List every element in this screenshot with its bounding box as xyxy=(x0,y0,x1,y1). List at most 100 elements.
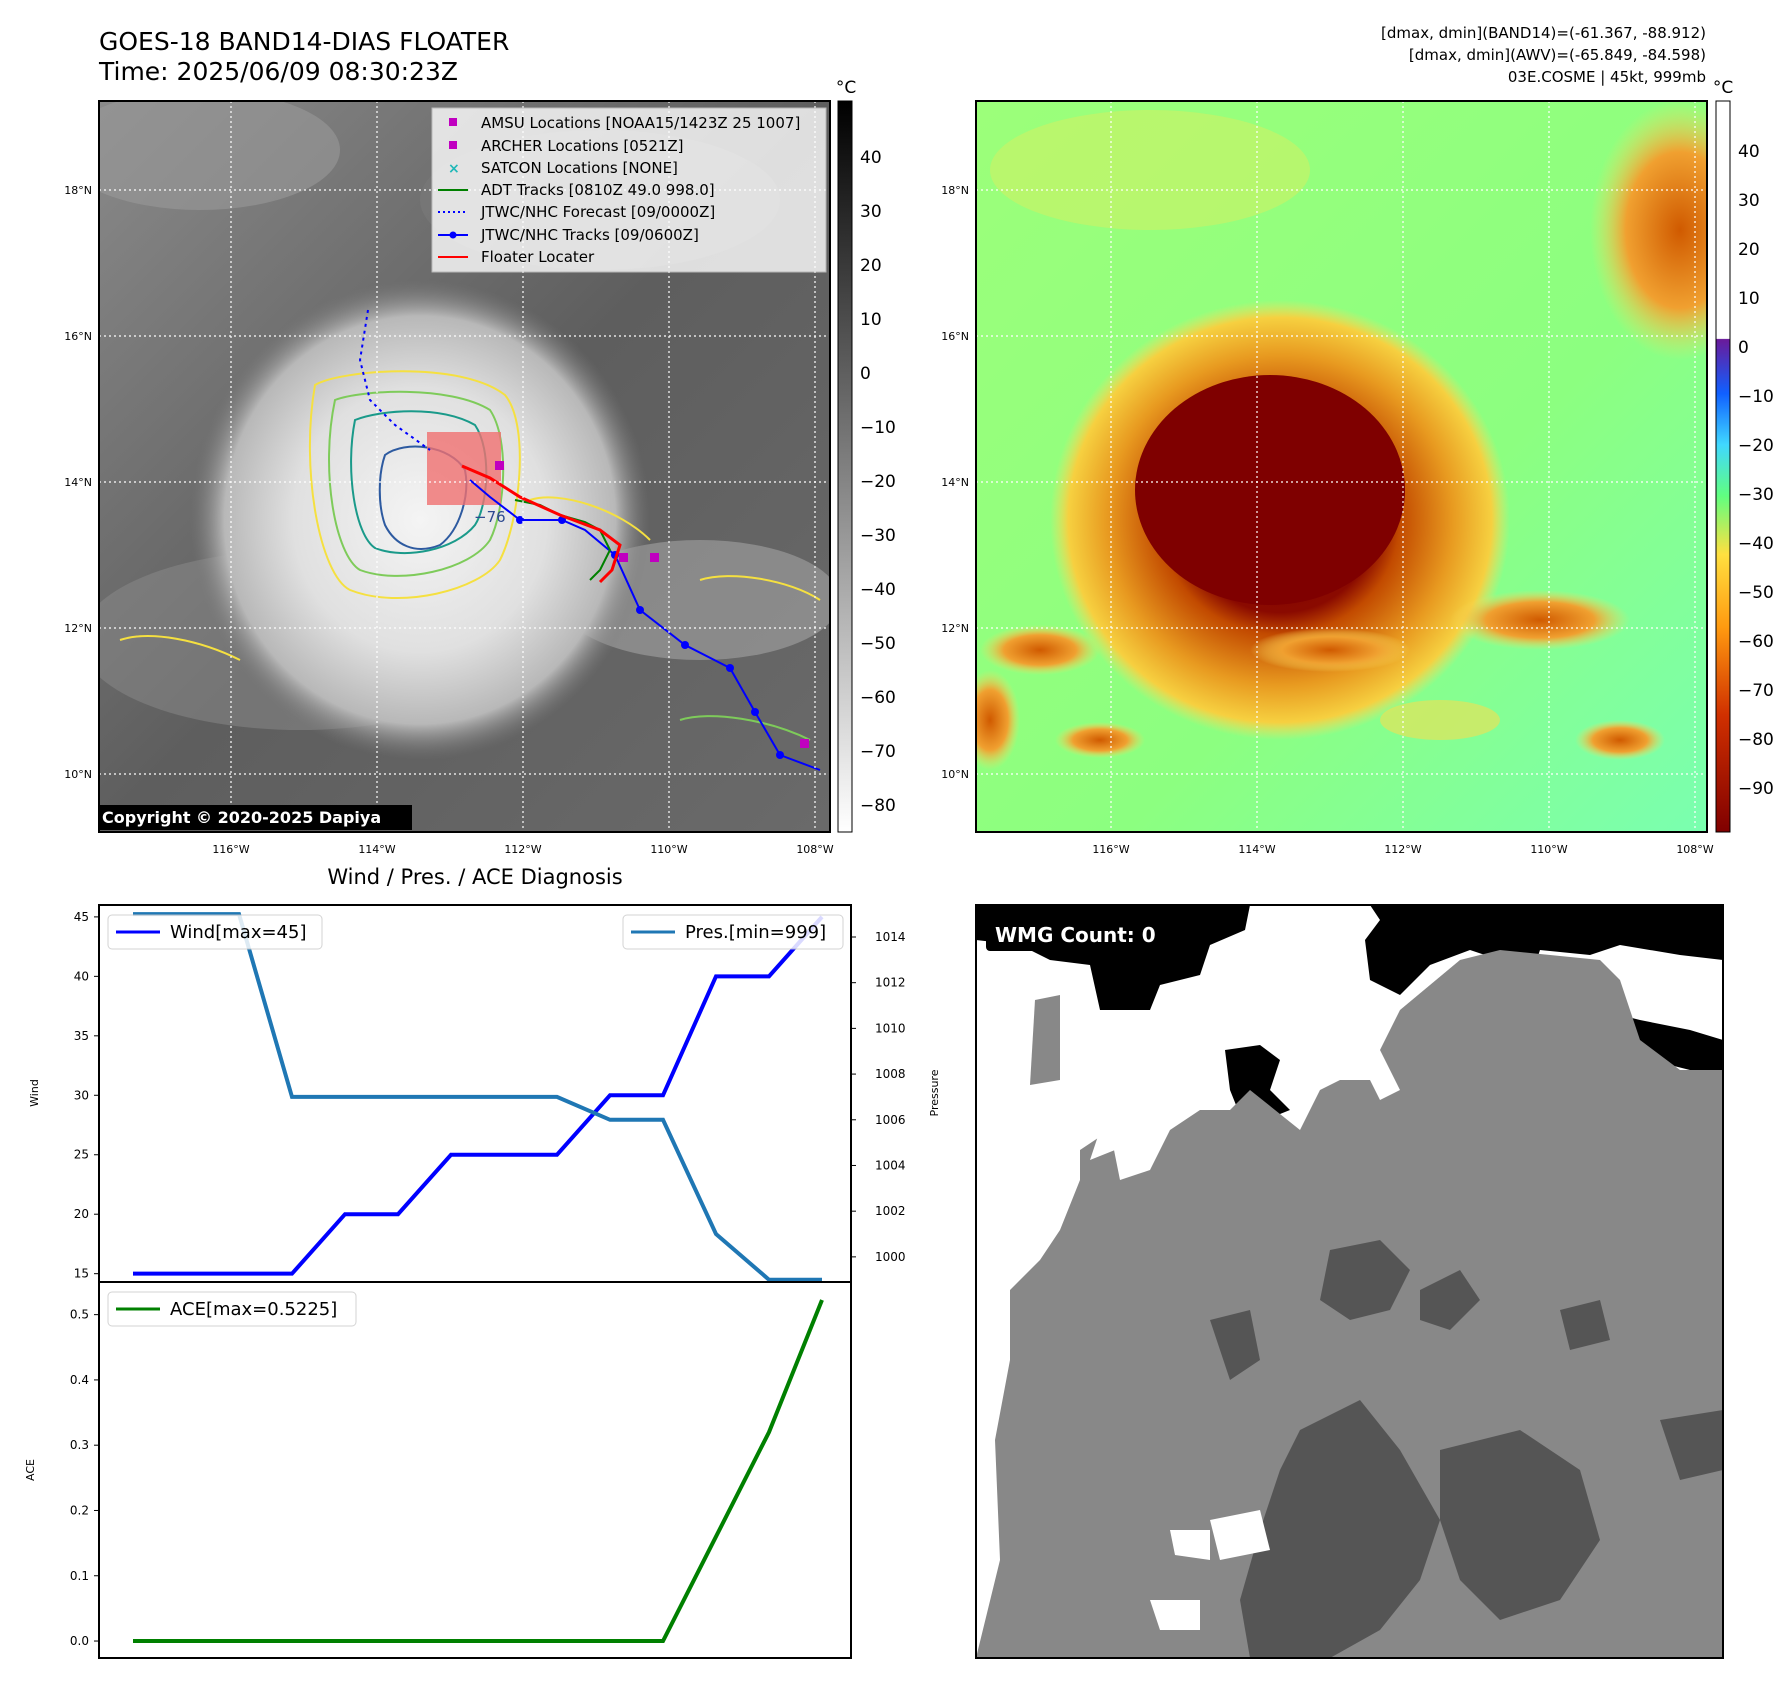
ir-cbar-tick: −30 xyxy=(860,526,896,546)
storm-info: 03E.COSME | 45kt, 999mb xyxy=(1508,68,1706,86)
ir-cbar-tick: 0 xyxy=(860,364,871,384)
ir-lat-label: 10°N xyxy=(64,768,92,781)
legend-forecast: JTWC/NHC Forecast [09/0000Z] xyxy=(480,203,715,221)
ir-frame xyxy=(98,100,831,833)
ir-colorbar: °C 40 30 20 10 0 −10 −20 −30 −40 −50 −60… xyxy=(836,78,896,833)
ace-tick-label: 0.0 xyxy=(70,1634,89,1648)
amsu-archer-markers xyxy=(495,461,809,748)
awv-cbar-tick: −30 xyxy=(1738,485,1774,505)
copyright-box xyxy=(98,805,412,830)
awv-lat-labels: 18°N 16°N 14°N 12°N 10°N xyxy=(941,184,969,781)
pressure-axis-label: Pressure xyxy=(928,1069,941,1116)
wmg-label: WMG Count: 0 xyxy=(995,923,1156,947)
ace-tick-label: 0.5 xyxy=(70,1308,89,1322)
stats-awv: [dmax, dmin](AWV)=(-65.849, -84.598) xyxy=(1409,46,1706,64)
ir-cbar-tick: −80 xyxy=(860,796,896,816)
ir-lon-label: 110°W xyxy=(650,843,687,856)
wind-tick-label: 30 xyxy=(74,1088,89,1102)
legend-adt: ADT Tracks [0810Z 49.0 998.0] xyxy=(481,181,715,199)
wind-chart-frame xyxy=(98,904,852,1283)
ir-colorbar-ticks: 40 30 20 10 0 −10 −20 −30 −40 −50 −60 −7… xyxy=(860,148,896,816)
ir-lon-label: 108°W xyxy=(796,843,833,856)
legend-amsu: AMSU Locations [NOAA15/1423Z 25 1007] xyxy=(481,114,800,132)
wind-tick-label: 35 xyxy=(74,1029,89,1043)
ir-lat-label: 16°N xyxy=(64,330,92,343)
legend-nhc: JTWC/NHC Tracks [09/0600Z] xyxy=(480,226,699,244)
pressure-tick-label: 1004 xyxy=(875,1158,906,1172)
ace-axis-label: ACE xyxy=(24,1459,37,1481)
pressure-tick-label: 1012 xyxy=(875,976,906,990)
archer-legend-icon xyxy=(449,141,457,149)
wind-pressure-chart: Wind Pressure 15 20 25 30 35 40 45 1000 1002 100… xyxy=(28,904,941,1283)
ir-lat-labels: 18°N 16°N 14°N 12°N 10°N xyxy=(64,184,92,781)
wind-legend-label: Wind[max=45] xyxy=(170,922,307,943)
awv-image xyxy=(976,101,1707,832)
awv-cbar-tick: 40 xyxy=(1738,142,1760,162)
nhc-track xyxy=(469,479,821,771)
awv-frame xyxy=(975,100,1708,833)
ace-chart: ACE 0.0 0.1 0.2 0.3 0.4 0.5 ACE[max=0.5225] xyxy=(24,1281,852,1659)
wind-legend: Wind[max=45] Pres.[min=999] xyxy=(107,914,844,950)
awv-lat-label: 18°N xyxy=(941,184,969,197)
awv-lat-label: 10°N xyxy=(941,768,969,781)
stats-band14: [dmax, dmin](BAND14)=(-61.367, -88.912) xyxy=(1381,24,1706,42)
ir-lon-label: 112°W xyxy=(504,843,541,856)
awv-cbar-tick: 0 xyxy=(1738,338,1749,358)
legend-satcon: SATCON Locations [NONE] xyxy=(481,159,678,177)
pressure-tick-label: 1008 xyxy=(875,1067,906,1081)
ir-panel: −76 xyxy=(64,78,896,856)
pressure-tick-label: 1014 xyxy=(875,930,906,944)
wind-tick-label: 15 xyxy=(74,1267,89,1281)
ace-tick-label: 0.3 xyxy=(70,1438,89,1452)
awv-cbar-tick: 10 xyxy=(1738,289,1760,309)
awv-lon-label: 112°W xyxy=(1384,843,1421,856)
awv-lat-label: 12°N xyxy=(941,622,969,635)
ace-chart-frame xyxy=(98,1281,852,1659)
wind-series-line xyxy=(133,915,824,1276)
awv-lon-label: 116°W xyxy=(1092,843,1129,856)
floater-box xyxy=(427,432,501,505)
ir-cbar-tick: −60 xyxy=(860,688,896,708)
wind-tick-label: 20 xyxy=(74,1207,89,1221)
awv-colorbar-ticks: 40 30 20 10 0 −10 −20 −30 −40 −50 −60 −7… xyxy=(1738,142,1774,799)
satcon-legend-icon: × xyxy=(448,161,460,177)
copyright-text: Copyright © 2020-2025 Dapiya xyxy=(102,808,381,827)
awv-lon-label: 114°W xyxy=(1238,843,1275,856)
ir-cbar-tick: −10 xyxy=(860,418,896,438)
awv-cbar-tick: −20 xyxy=(1738,436,1774,456)
forecast-track xyxy=(358,309,431,451)
awv-lon-labels: 116°W 114°W 112°W 110°W 108°W xyxy=(1092,843,1713,856)
figure-time: Time: 2025/06/09 08:30:23Z xyxy=(98,57,458,86)
floater-locater-track xyxy=(461,464,622,584)
awv-lat-label: 16°N xyxy=(941,330,969,343)
ir-cbar-tick: −70 xyxy=(860,742,896,762)
awv-cbar-tick: −10 xyxy=(1738,387,1774,407)
pres-legend-label: Pres.[min=999] xyxy=(685,922,826,943)
amsu-legend-icon xyxy=(449,118,457,126)
ir-cbar-tick: −50 xyxy=(860,634,896,654)
awv-cbar-tick: −60 xyxy=(1738,632,1774,652)
ace-legend-label: ACE[max=0.5225] xyxy=(170,1299,337,1320)
awv-colorbar: °C 40 30 20 10 0 −10 −20 −30 −40 −50 −60… xyxy=(1713,78,1774,833)
wmg-panel: WMG Count: 0 xyxy=(975,904,1724,1659)
awv-cbar-tick: 30 xyxy=(1738,191,1760,211)
pressure-tick-label: 1000 xyxy=(875,1250,906,1264)
ir-cbar-tick: 20 xyxy=(860,256,882,276)
ace-legend: ACE[max=0.5225] xyxy=(107,1291,357,1327)
legend-archer: ARCHER Locations [0521Z] xyxy=(481,137,684,155)
awv-lon-label: 108°W xyxy=(1676,843,1713,856)
awv-gridlines xyxy=(976,101,1707,832)
wind-axis-label: Wind xyxy=(28,1079,41,1107)
ir-cbar-tick: 40 xyxy=(860,148,882,168)
ir-cbar-tick: −20 xyxy=(860,472,896,492)
pressure-tick-label: 1002 xyxy=(875,1204,906,1218)
figure-title: GOES-18 BAND14-DIAS FLOATER xyxy=(99,27,509,56)
ir-lon-label: 114°W xyxy=(358,843,395,856)
pressure-tick-label: 1010 xyxy=(875,1021,906,1035)
diagnosis-title: Wind / Pres. / ACE Diagnosis xyxy=(327,865,622,889)
legend-floater: Floater Locater xyxy=(481,248,595,266)
wind-tick-label: 45 xyxy=(74,910,89,924)
wmg-frame xyxy=(975,904,1724,1659)
ir-cbar-tick: 10 xyxy=(860,310,882,330)
awv-lon-label: 110°W xyxy=(1530,843,1567,856)
